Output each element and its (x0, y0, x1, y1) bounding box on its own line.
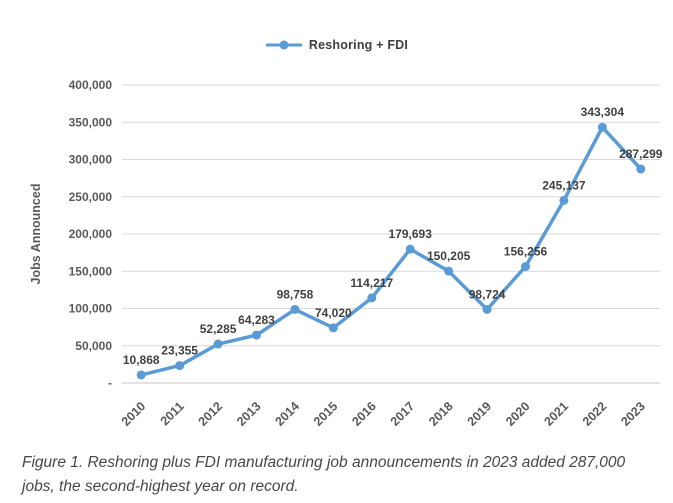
x-tick-label: 2014 (272, 399, 302, 429)
legend-series-label: Reshoring + FDI (308, 38, 409, 52)
data-point (136, 370, 146, 380)
x-tick-label: 2020 (503, 399, 533, 429)
data-point (290, 304, 300, 314)
data-point (521, 262, 530, 272)
data-point (444, 266, 454, 276)
y-tick-label: - (108, 376, 112, 390)
y-tick-label: 200,000 (69, 227, 113, 241)
data-point (636, 164, 646, 174)
y-tick-label: 100,000 (69, 302, 113, 316)
x-tick-label: 2021 (541, 399, 571, 429)
data-label: 74,020 (315, 306, 352, 320)
x-tick-label: 2011 (158, 399, 187, 428)
data-label: 114,217 (350, 276, 393, 290)
data-point (328, 323, 338, 333)
data-label: 287,299 (619, 147, 663, 161)
y-axis-title: Jobs Announced (29, 184, 43, 285)
x-tick-label: 2018 (426, 399, 456, 429)
data-label: 98,758 (277, 287, 314, 301)
y-tick-label: 250,000 (69, 190, 113, 204)
x-tick-label: 2012 (196, 399, 226, 429)
data-label: 64,283 (238, 313, 275, 327)
data-point (367, 293, 377, 303)
data-point (213, 339, 223, 349)
x-tick-label: 2016 (349, 399, 379, 429)
y-tick-label: 50,000 (75, 339, 112, 353)
data-label: 52,285 (200, 322, 237, 336)
x-tick-label: 2023 (618, 399, 648, 429)
legend-line-marker-icon (265, 40, 302, 50)
x-tick-label: 2015 (311, 399, 341, 429)
data-point (175, 361, 185, 371)
data-label: 179,693 (389, 227, 433, 241)
line-chart: - 50,000 100,000 150,000 200,000 250,000 300,0… (29, 78, 663, 429)
x-tick-label: 2017 (388, 399, 418, 429)
x-tick-label: 2013 (234, 399, 264, 429)
figure-caption: Figure 1. Reshoring plus FDI manufacturi… (22, 454, 626, 496)
x-tick-label: 2019 (465, 399, 495, 429)
y-tick-label: 300,000 (69, 153, 113, 167)
data-point (597, 122, 607, 132)
chart-legend: Reshoring + FDI (0, 38, 673, 52)
data-point (482, 304, 492, 314)
data-label: 343,304 (581, 105, 625, 119)
data-label: 10,868 (123, 353, 160, 367)
data-point (252, 330, 261, 340)
data-label: 98,724 (469, 287, 506, 301)
data-point (405, 244, 415, 254)
y-tick-label: 350,000 (69, 115, 113, 129)
y-tick-label: 150,000 (69, 264, 113, 278)
data-label: 150,205 (427, 249, 471, 263)
x-tick-label: 2022 (580, 399, 610, 429)
data-label: 245,137 (542, 178, 586, 192)
data-point (559, 195, 569, 205)
y-tick-label: 400,000 (69, 78, 113, 92)
data-label: 23,355 (161, 344, 198, 358)
data-label: 156,256 (504, 245, 548, 259)
x-tick-label: 2010 (119, 399, 149, 429)
series-line (139, 125, 643, 377)
